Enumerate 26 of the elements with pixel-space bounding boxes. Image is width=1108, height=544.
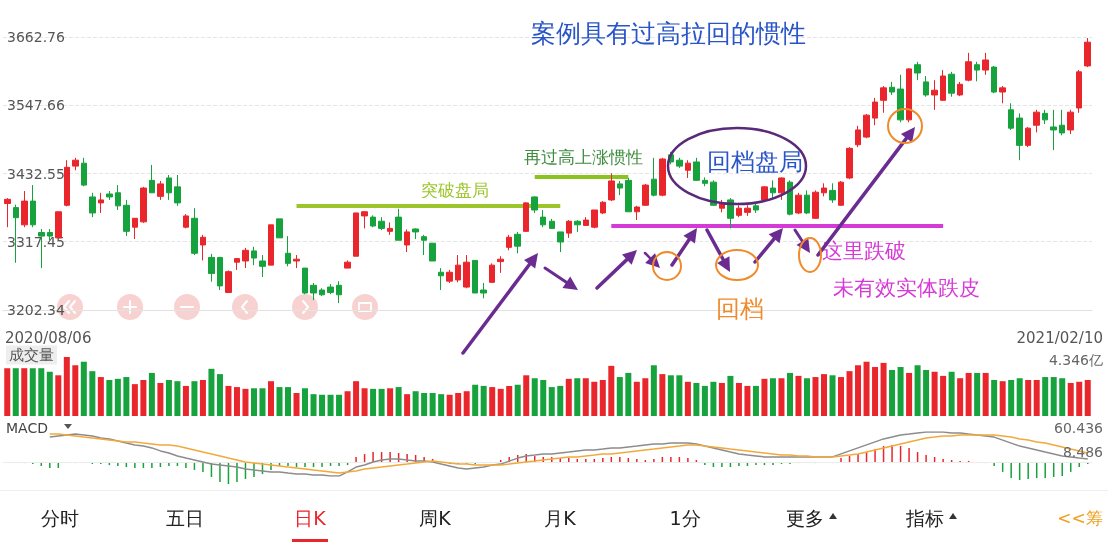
text: 更多 [786, 506, 824, 531]
text: 月K [544, 506, 576, 531]
text: 日K [294, 506, 326, 531]
y-tick-label: 3662.76 [7, 29, 65, 45]
annotation: 成交量 [9, 346, 54, 364]
text: 五日 [166, 506, 204, 531]
ref-line-label: 再过高上涨惯性 [523, 147, 643, 167]
annotation: 回档盘局 [707, 148, 803, 176]
annotation: 8.486 [1062, 444, 1104, 460]
text: <<筹 [1057, 507, 1103, 530]
text: 2020/08/06 [5, 329, 92, 347]
text: 2021/02/10 [1016, 329, 1103, 347]
text: 指标 [906, 506, 944, 531]
y-tick-label: 3432.55 [7, 165, 65, 182]
annotation: 未有效实体跌皮 [833, 276, 980, 300]
annotation: 回档 [716, 295, 764, 323]
y-tick-label: 3547.66 [7, 97, 65, 114]
text: 1分 [669, 506, 701, 531]
annotation: 4.346亿 [1048, 352, 1103, 368]
chart-title: 案例具有过高拉回的惯性 [530, 19, 806, 48]
text: 分时 [41, 506, 79, 531]
ref-line-label: 突破盘局 [421, 180, 489, 200]
annotation: 60.436 [1054, 420, 1104, 436]
annotation: MACD [6, 420, 48, 436]
y-tick-label: 3202.34 [7, 302, 65, 318]
text: 周K [419, 506, 451, 531]
